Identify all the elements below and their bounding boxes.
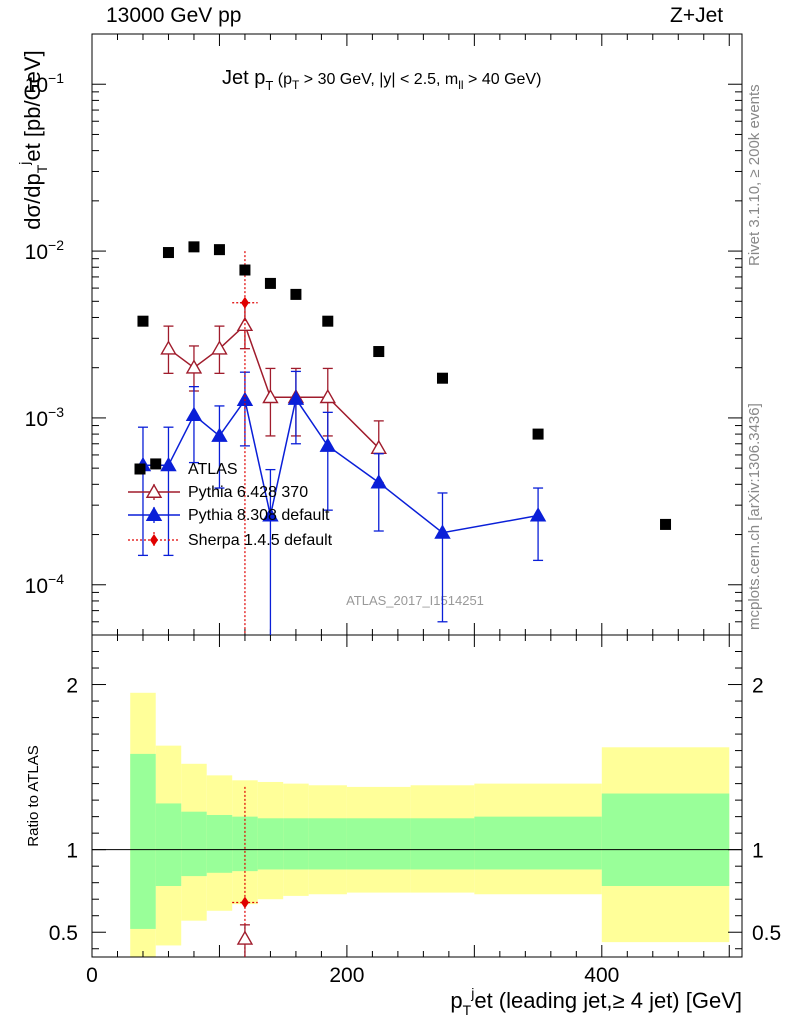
atlas-point [532, 428, 544, 440]
pythia8-point [262, 507, 279, 522]
atlas-point [660, 518, 672, 530]
pythia6-line [168, 323, 380, 449]
series-pythia8 [134, 370, 547, 635]
y-axis-label: dσ/dpTjet [pb/GeV] [16, 50, 50, 229]
ratio-band-inner [155, 803, 182, 886]
atlas-point [188, 241, 200, 253]
legend: ATLAS Pythia 6.428 370 Pythia 8.308 defaul… [128, 461, 333, 549]
pythia6-point [185, 359, 203, 374]
pythia8-point [211, 427, 228, 442]
ratio-band-inner [601, 793, 730, 886]
legend-pythia6-label: Pythia 6.428 370 [188, 484, 308, 501]
atlas-point [373, 346, 385, 358]
x-axis-label: pTjet (leading jet,≥ 4 jet) [GeV] [450, 985, 742, 1018]
y-tick-label: 10−1 [25, 70, 65, 97]
header-process-label: 13000 GeV pp [106, 4, 242, 27]
atlas-point [150, 458, 162, 470]
ratio-y-tick-label-right: 0.5 [752, 922, 781, 945]
pythia8-point [370, 474, 387, 489]
atlas-point [162, 247, 174, 259]
atlas-point [239, 264, 251, 276]
ratio-pythia6-point [236, 930, 254, 945]
ratio-band-inner [130, 753, 156, 929]
pythia8-point [434, 524, 451, 539]
atlas-point [436, 372, 448, 384]
series-pythia6 [160, 302, 387, 484]
ratio-band-inner [474, 816, 602, 870]
ratio-sherpa-point [240, 896, 249, 909]
ratio-bands [130, 692, 730, 957]
main-plot-series [134, 241, 672, 635]
chart-title: Jet pT (pT > 30 GeV, |y| < 2.5, mll > 40… [222, 67, 541, 93]
ratio-band-inner [206, 814, 233, 873]
pythia8-point [319, 437, 336, 452]
legend-pythia8-label: Pythia 8.308 default [188, 507, 330, 524]
ratio-y-tick-label-left: 0.5 [49, 922, 78, 945]
ratio-y-tick-label-left: 1 [66, 840, 78, 863]
ratio-band-inner [410, 818, 475, 870]
legend-sherpa-label: Sherpa 1.4.5 default [188, 532, 333, 549]
ratio-points [232, 786, 258, 957]
pythia8-point [185, 406, 203, 422]
series-atlas [137, 241, 672, 530]
y-tick-label: 10−3 [25, 404, 65, 431]
atlas-point [264, 277, 276, 289]
pythia8-point [529, 507, 547, 522]
analysis-watermark: ATLAS_2017_I1514251 [346, 593, 484, 608]
pythia6-point [262, 388, 279, 404]
ratio-band-inner [257, 818, 284, 870]
pythia6-point [160, 340, 177, 355]
y-tick-label: 10−2 [25, 237, 65, 264]
legend-atlas-label: ATLAS [188, 461, 238, 478]
legend-pythia8-marker [145, 506, 163, 521]
ratio-y-axis-label: Ratio to ATLAS [25, 745, 42, 846]
y-tick-label: 10−4 [25, 571, 65, 598]
ratio-band-inner [181, 811, 207, 877]
sherpa-point [240, 296, 249, 309]
x-tick-label: 400 [584, 964, 619, 987]
x-tick-label: 0 [86, 964, 98, 987]
atlas-point [213, 244, 225, 256]
pythia8-point [287, 390, 305, 405]
x-tick-label: 200 [329, 964, 364, 987]
ratio-y-tick-label-left: 2 [66, 675, 78, 698]
legend-atlas-marker [134, 463, 146, 475]
atlas-point [290, 288, 302, 300]
atlas-point [322, 315, 334, 327]
pythia6-point [211, 340, 228, 355]
header-analysis-label: Z+Jet [670, 4, 724, 27]
series-sherpa [232, 251, 258, 635]
legend-sherpa-marker [150, 534, 158, 546]
ratio-y-tick-label-right: 2 [752, 675, 764, 698]
ratio-band-inner [346, 818, 411, 870]
ratio-band-inner [283, 818, 309, 870]
ratio-y-tick-label-right: 1 [752, 840, 764, 863]
ratio-plot-frame [91, 634, 743, 958]
ratio-band-inner [308, 818, 347, 870]
pythia8-point [160, 456, 177, 472]
pythia6-point [319, 388, 336, 404]
legend-pythia6-marker [145, 483, 163, 498]
atlas-point [137, 315, 149, 327]
